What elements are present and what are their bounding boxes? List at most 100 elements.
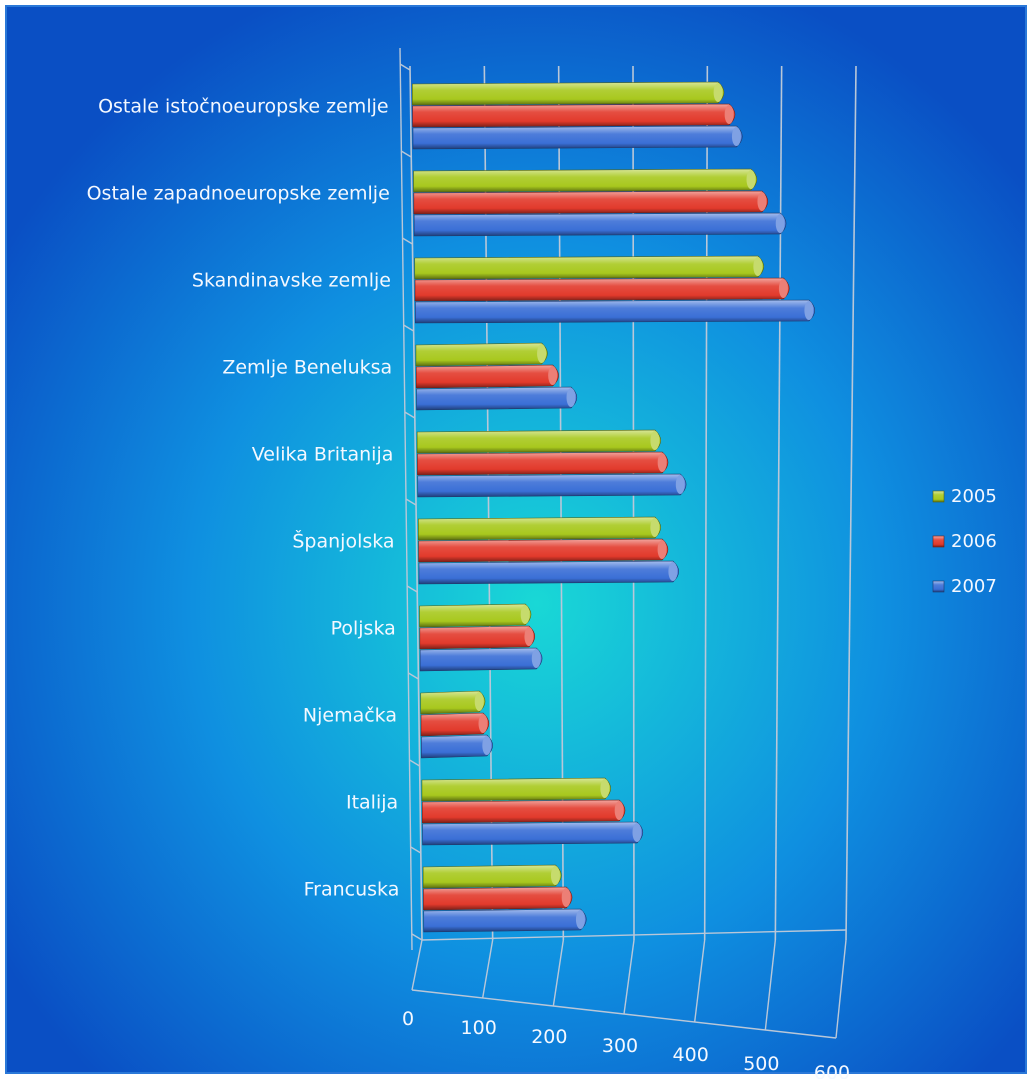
bar-2006-9	[423, 886, 573, 911]
bar-2005-3	[415, 342, 548, 367]
category-tick	[410, 846, 422, 854]
bar-cap	[753, 257, 763, 276]
x-tick-labels: 0 100 200 300 400 500 600	[402, 1008, 850, 1083]
bar-body	[420, 712, 490, 737]
legend-label: 2007	[951, 576, 997, 597]
bar-2006-7	[420, 712, 490, 737]
category-tick	[400, 150, 412, 158]
bar-2007-8	[422, 821, 644, 846]
bar-cap	[478, 714, 488, 733]
bar-2007-2	[415, 299, 815, 324]
category-label-2: Skandinavske zemlje	[192, 270, 391, 292]
bar-body	[412, 81, 725, 106]
bar-2007-1	[413, 212, 787, 237]
bar-2005-1	[413, 168, 758, 193]
bar-2006-1	[413, 190, 769, 215]
bar-body	[420, 690, 486, 715]
floor-edge-100	[481, 939, 494, 999]
bar-2007-9	[423, 908, 587, 933]
bar-body	[415, 342, 548, 367]
floor-edge-500	[764, 939, 777, 1031]
bar-cap	[537, 344, 547, 363]
bar-body	[414, 255, 764, 280]
bar-cap	[650, 431, 660, 450]
bar-cap	[675, 475, 685, 494]
bar-cap	[632, 823, 642, 842]
bar-2006-8	[421, 799, 626, 824]
bar-cap	[561, 888, 571, 907]
bar-body	[417, 451, 669, 476]
category-tick	[409, 759, 420, 767]
bar-body	[421, 734, 493, 759]
bar-body	[422, 821, 644, 846]
floor-edge-600	[835, 939, 847, 1039]
bar-2005-2	[414, 255, 764, 280]
floor-edge-0	[411, 939, 423, 991]
bar-cap	[668, 562, 678, 581]
category-label-1: Ostale zapadnoeuropske zemlje	[87, 183, 390, 205]
x-tick-label-200: 200	[531, 1026, 567, 1048]
bar-body	[412, 125, 743, 150]
bar-cap	[657, 540, 667, 559]
bar-body	[421, 777, 611, 802]
category-labels: Ostale istočnoeuropske zemlje Ostale zapa…	[87, 96, 400, 901]
bar-cap	[474, 692, 484, 711]
bar-body	[415, 364, 559, 389]
bar-body	[419, 603, 532, 628]
bar-cap	[575, 910, 585, 929]
legend-item-2007: 2007	[932, 576, 997, 597]
bar-cap	[566, 388, 576, 407]
x-tick-label-500: 500	[743, 1053, 779, 1075]
bar-body	[413, 168, 758, 193]
category-tick	[404, 411, 416, 419]
category-label-7: Njemačka	[303, 705, 397, 727]
x-tick-label-600: 600	[814, 1062, 850, 1079]
bar-2005-0	[412, 81, 725, 106]
gridline-0	[409, 65, 423, 941]
bar-body	[414, 277, 790, 302]
bar-body	[423, 908, 587, 933]
category-tick	[402, 237, 413, 245]
bar-2005-9	[422, 864, 562, 889]
bar-2006-6	[419, 625, 536, 650]
bar-cap	[724, 105, 734, 124]
floor-front-edge	[411, 989, 837, 1039]
bar-2005-8	[421, 777, 611, 802]
bars	[412, 81, 815, 933]
legend-swatch	[932, 490, 945, 503]
category-tick	[403, 324, 414, 332]
category-label-5: Španjolska	[292, 529, 394, 553]
bar-cap	[746, 170, 756, 189]
bar-cap	[650, 518, 660, 537]
floor-edge-400	[693, 939, 706, 1023]
category-tick	[406, 585, 418, 593]
category-label-6: Poljska	[331, 618, 396, 640]
gridline-500	[774, 65, 783, 941]
gridline-600	[845, 65, 857, 941]
category-label-3: Zemlje Beneluksa	[222, 357, 392, 379]
bar-cap	[600, 779, 610, 798]
bar-body	[416, 386, 578, 411]
bar-body	[413, 212, 787, 237]
bar-cap	[657, 453, 667, 472]
bar-body	[415, 299, 815, 324]
bar-cap	[757, 192, 767, 211]
bar-cap	[520, 605, 530, 624]
bar-body	[421, 799, 626, 824]
bar-cap	[548, 366, 558, 385]
bar-cap	[531, 649, 541, 668]
category-label-0: Ostale istočnoeuropske zemlje	[98, 96, 389, 118]
bar-cap	[524, 627, 534, 646]
bar-cap	[804, 301, 814, 320]
bar-body	[413, 190, 769, 215]
category-tick	[411, 933, 423, 941]
bar-body	[419, 625, 536, 650]
bar-2006-3	[415, 364, 559, 389]
bar-2005-6	[419, 603, 532, 628]
legend-label: 2006	[951, 531, 997, 552]
bar-body	[418, 560, 680, 585]
bar-2006-5	[418, 538, 669, 563]
x-tick-label-300: 300	[602, 1035, 638, 1057]
floor-edge-300	[623, 939, 635, 1015]
